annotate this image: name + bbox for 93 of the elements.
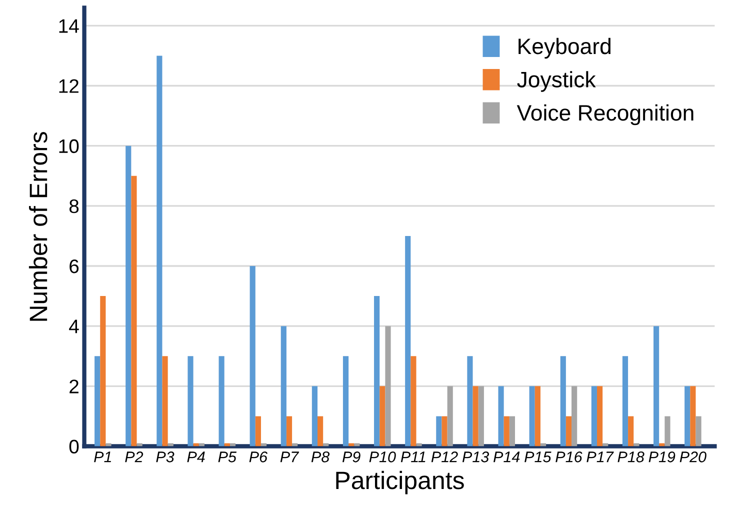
x-tick-label: P20	[680, 452, 706, 462]
x-tick-label: P8	[311, 452, 330, 462]
bar	[323, 443, 329, 446]
bar	[628, 416, 634, 446]
bar	[230, 443, 236, 446]
bar	[504, 416, 510, 446]
bar	[342, 356, 349, 446]
bar	[280, 326, 286, 446]
legend-label: Joystick	[517, 71, 596, 92]
x-tick-label: P16	[556, 452, 582, 462]
bar	[572, 386, 578, 446]
bar	[410, 356, 416, 446]
bar	[659, 443, 665, 446]
bar	[591, 386, 597, 446]
bar	[696, 416, 702, 446]
legend-label: Keyboard	[518, 38, 610, 59]
bar	[193, 443, 199, 446]
x-tick-label: P17	[586, 452, 614, 462]
y-tick-label: 10	[59, 139, 79, 154]
x-tick-label: P13	[462, 452, 490, 462]
bar	[224, 443, 230, 446]
x-tick-label: P19	[648, 452, 676, 462]
bar	[255, 416, 261, 446]
y-tick-label: 14	[59, 19, 79, 33]
bar	[374, 296, 380, 446]
bar	[498, 386, 504, 446]
x-axis-title: Participants	[336, 470, 464, 494]
bar	[690, 386, 696, 446]
bar	[684, 386, 690, 446]
bar	[447, 386, 453, 446]
bar	[312, 386, 318, 446]
bar	[436, 416, 442, 446]
bar	[260, 443, 267, 446]
bar	[472, 386, 478, 446]
bar	[622, 356, 628, 446]
y-tick-label: 0	[69, 440, 79, 454]
bar	[354, 443, 360, 446]
y-tick-label: 6	[70, 259, 79, 274]
x-tick-label: P6	[249, 452, 268, 462]
bar	[218, 356, 224, 446]
x-tick-label: P7	[280, 452, 300, 462]
bar	[250, 266, 256, 446]
bar	[602, 443, 608, 446]
bar	[348, 443, 354, 446]
bar	[442, 416, 448, 446]
bar	[318, 416, 324, 446]
bar	[380, 386, 386, 446]
bar	[478, 386, 484, 446]
bar	[534, 386, 540, 446]
bar	[654, 326, 660, 446]
bar	[405, 236, 411, 446]
bar	[509, 416, 516, 446]
legend-label: Voice Recognition	[516, 104, 694, 126]
x-tick-label: P1	[94, 452, 111, 462]
bar	[540, 443, 546, 446]
bar	[198, 443, 204, 446]
y-tick-label: 4	[69, 320, 79, 334]
x-tick-label: P4	[187, 452, 205, 462]
x-tick-label: P10	[369, 452, 396, 462]
y-tick-label: 12	[59, 79, 78, 93]
y-tick-label: 2	[70, 380, 78, 394]
x-tick-label: P14	[494, 452, 520, 462]
y-axis-title: Number of Errors	[28, 132, 48, 321]
bar	[136, 443, 142, 446]
y-tick-label: 8	[69, 199, 79, 214]
x-tick-label: P5	[218, 452, 237, 462]
bar	[664, 416, 670, 446]
bar	[162, 356, 168, 446]
bar	[467, 356, 473, 446]
bar	[94, 356, 100, 446]
bar	[156, 56, 162, 446]
bar	[100, 296, 106, 446]
bar	[131, 176, 137, 446]
bar	[168, 443, 174, 446]
bar	[566, 416, 572, 446]
x-tick-label: P12	[431, 452, 458, 462]
bar	[385, 326, 391, 446]
bar	[286, 416, 292, 446]
bar	[126, 146, 132, 446]
bar	[416, 443, 422, 446]
bar	[292, 443, 298, 446]
x-tick-label: P18	[618, 452, 644, 462]
x-tick-label: P3	[156, 452, 174, 462]
x-tick-label: P11	[400, 452, 426, 462]
bar	[596, 386, 603, 446]
x-tick-label: P2	[125, 452, 144, 462]
x-tick-label: P15	[524, 452, 552, 462]
bar	[634, 443, 640, 446]
bar	[106, 443, 112, 446]
bar	[560, 356, 566, 446]
bar	[529, 386, 535, 446]
bar	[188, 356, 194, 446]
x-tick-label: P9	[342, 452, 360, 462]
